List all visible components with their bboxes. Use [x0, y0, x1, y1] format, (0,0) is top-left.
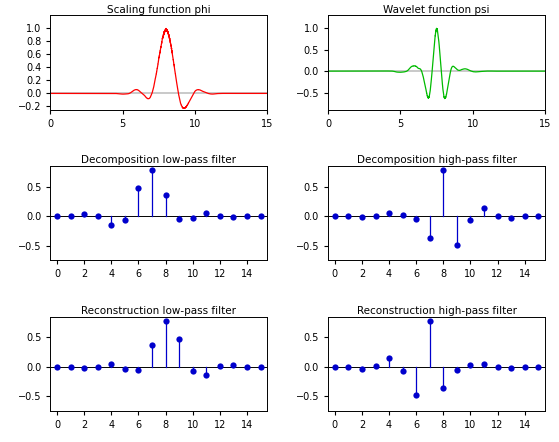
Title: Decomposition low-pass filter: Decomposition low-pass filter: [81, 156, 236, 165]
Title: Reconstruction high-pass filter: Reconstruction high-pass filter: [357, 306, 517, 316]
Title: Wavelet function psi: Wavelet function psi: [383, 5, 490, 15]
Title: Reconstruction low-pass filter: Reconstruction low-pass filter: [81, 306, 236, 316]
Title: Scaling function phi: Scaling function phi: [107, 5, 211, 15]
Title: Decomposition high-pass filter: Decomposition high-pass filter: [357, 156, 517, 165]
